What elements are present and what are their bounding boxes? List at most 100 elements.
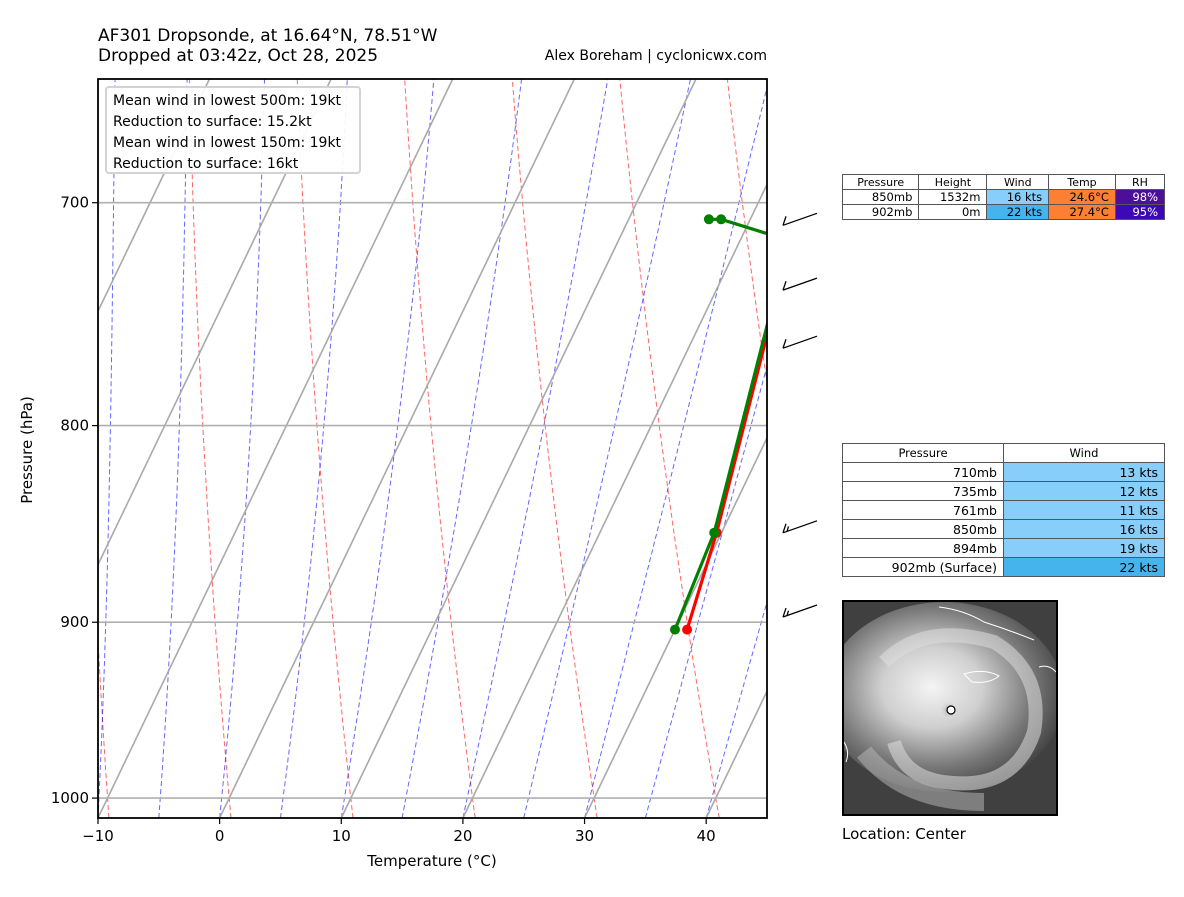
cell-rh: 95%	[1114, 204, 1166, 220]
barb-half-flag	[786, 526, 790, 532]
wind-barb	[782, 335, 818, 349]
cell-height: 1532m	[918, 189, 988, 205]
barb-shaft	[782, 212, 818, 226]
cell-height: 0m	[918, 204, 988, 220]
isotherm	[583, 436, 767, 818]
dry-adiabat	[98, 631, 110, 818]
moist-adiabat	[280, 79, 348, 818]
wind-barb	[782, 520, 818, 534]
moist-adiabat	[401, 79, 523, 818]
stats-line: Mean wind in lowest 150m: 19kt	[113, 135, 342, 151]
axes: −10 0 10 20 30 40 700 800 900 1000	[51, 194, 716, 845]
col-header-temp: Temp	[1048, 174, 1116, 190]
table-header-row: Pressure Height Wind Temp RH	[841, 174, 1166, 190]
wind-barb	[782, 604, 818, 618]
location-label: Location: Center	[842, 825, 966, 843]
dewpoint-point	[784, 235, 794, 245]
col-header-pressure: Pressure	[841, 174, 920, 190]
col-header-wind: Wind	[1003, 443, 1165, 463]
moist-adiabat	[705, 600, 767, 818]
dry-adiabat	[189, 79, 232, 818]
wind-barb	[782, 277, 818, 291]
moist-adiabat	[158, 79, 188, 818]
isotherm	[340, 79, 697, 818]
moist-adiabat	[523, 79, 691, 818]
title-line-2: Dropped at 03:42z, Oct 28, 2025	[98, 46, 379, 66]
cell-wind: 22 kts	[986, 204, 1050, 220]
moist-adiabat	[219, 79, 265, 818]
moist-adiabat	[584, 85, 767, 818]
cell-wind: 13 kts	[1003, 462, 1165, 482]
cell-pressure: 735mb	[842, 481, 1004, 501]
isotherm	[705, 689, 767, 818]
moist-adiabat	[462, 79, 609, 818]
cell-wind: 12 kts	[1003, 481, 1165, 501]
cell-pressure: 710mb	[842, 462, 1004, 482]
barb-flag	[782, 216, 787, 226]
plot-frame	[97, 78, 768, 819]
table-row: 735mb 12 kts	[842, 481, 1165, 501]
barb-flag	[782, 280, 787, 291]
dry-adiabat	[619, 79, 720, 818]
cell-pressure: 761mb	[842, 500, 1004, 520]
barb-flag	[782, 607, 787, 618]
cell-rh: 98%	[1114, 189, 1166, 205]
cell-wind: 16 kts	[1003, 519, 1165, 539]
barb-shaft	[782, 604, 818, 618]
cell-pressure: 902mb (Surface)	[842, 557, 1004, 577]
cell-wind: 22 kts	[1003, 557, 1165, 577]
isotherm	[218, 79, 576, 818]
y-tick-label: 900	[60, 613, 89, 631]
cell-pressure: 894mb	[842, 538, 1004, 558]
dewpoint-point	[716, 214, 727, 225]
level-summary-table: Pressure Height Wind Temp RH 850mb 1532m…	[841, 174, 1166, 220]
mean-wind-box: Mean wind in lowest 500m: 19kt Reduction…	[105, 86, 361, 174]
isotherm	[462, 182, 767, 818]
dewpoint-point	[703, 214, 714, 225]
satellite-image	[842, 600, 1058, 816]
x-axis-label: Temperature (°C)	[366, 852, 496, 870]
table-header-row: Pressure Wind	[842, 443, 1165, 463]
barb-shaft	[782, 277, 818, 291]
cell-pressure: 850mb	[842, 519, 1004, 539]
cell-wind: 19 kts	[1003, 538, 1165, 558]
stats-line: Mean wind in lowest 500m: 19kt	[113, 93, 342, 109]
background-lines	[98, 79, 767, 818]
y-tick-label: 800	[60, 417, 89, 435]
cell-wind: 11 kts	[1003, 500, 1165, 520]
wind-profile-table: Pressure Wind 710mb 13 kts 735mb 12 kts …	[842, 443, 1165, 577]
temperature-line	[685, 328, 767, 631]
barb-shaft	[782, 335, 818, 349]
table-row: 761mb 11 kts	[842, 500, 1165, 520]
cell-temp: 27.4°C	[1048, 204, 1116, 220]
profile-lines	[670, 214, 796, 635]
barb-flag	[782, 523, 787, 534]
x-tick-label: 20	[453, 827, 472, 845]
temperature-point	[786, 235, 796, 245]
barb-flag	[782, 338, 787, 349]
x-tick-label: 10	[332, 827, 351, 845]
table-row: 850mb 16 kts	[842, 519, 1165, 539]
x-tick-label: −10	[82, 827, 114, 845]
temperature-point	[682, 624, 693, 635]
dewpoint-line	[673, 217, 767, 631]
dewpoint-point	[670, 624, 680, 635]
wind-barb	[782, 212, 818, 226]
table-row: 850mb 1532m 16 kts 24.6°C 98%	[841, 189, 1166, 205]
dry-adiabat	[296, 79, 354, 818]
table-row: 894mb 19 kts	[842, 538, 1165, 558]
x-tick-label: 30	[575, 827, 594, 845]
table-row: 902mb 0m 22 kts 27.4°C 95%	[841, 204, 1166, 220]
y-tick-label: 1000	[51, 789, 89, 807]
stats-line: Reduction to surface: 16kt	[113, 156, 299, 172]
title-line-1: AF301 Dropsonde, at 16.64°N, 78.51°W	[98, 26, 438, 46]
dry-adiabat	[404, 79, 476, 818]
dewpoint-point	[709, 527, 720, 538]
col-header-rh: RH	[1114, 174, 1166, 190]
x-tick-label: 40	[697, 827, 716, 845]
table-row: 710mb 13 kts	[842, 462, 1165, 482]
barb-half-flag	[786, 610, 790, 616]
cell-wind: 16 kts	[986, 189, 1050, 205]
col-header-wind: Wind	[986, 174, 1050, 190]
